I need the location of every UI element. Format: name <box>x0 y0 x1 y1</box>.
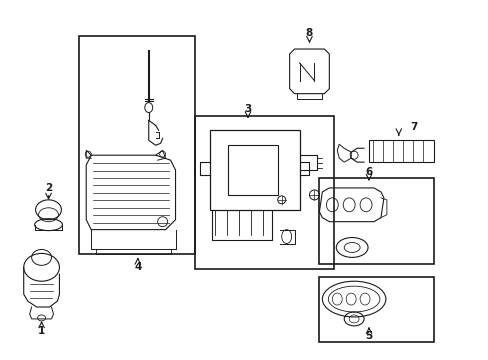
Bar <box>210 130 299 210</box>
Text: 2: 2 <box>45 183 52 193</box>
Text: 5: 5 <box>365 331 372 341</box>
Bar <box>319 277 433 342</box>
Bar <box>228 145 277 195</box>
Bar <box>319 178 433 264</box>
Bar <box>368 140 433 162</box>
Bar <box>79 36 195 255</box>
Text: 8: 8 <box>305 28 312 38</box>
Text: 1: 1 <box>38 326 45 336</box>
Text: 7: 7 <box>409 122 417 132</box>
Text: 4: 4 <box>134 262 141 272</box>
Text: 6: 6 <box>365 167 372 177</box>
Text: 3: 3 <box>244 104 251 113</box>
Bar <box>195 116 334 269</box>
